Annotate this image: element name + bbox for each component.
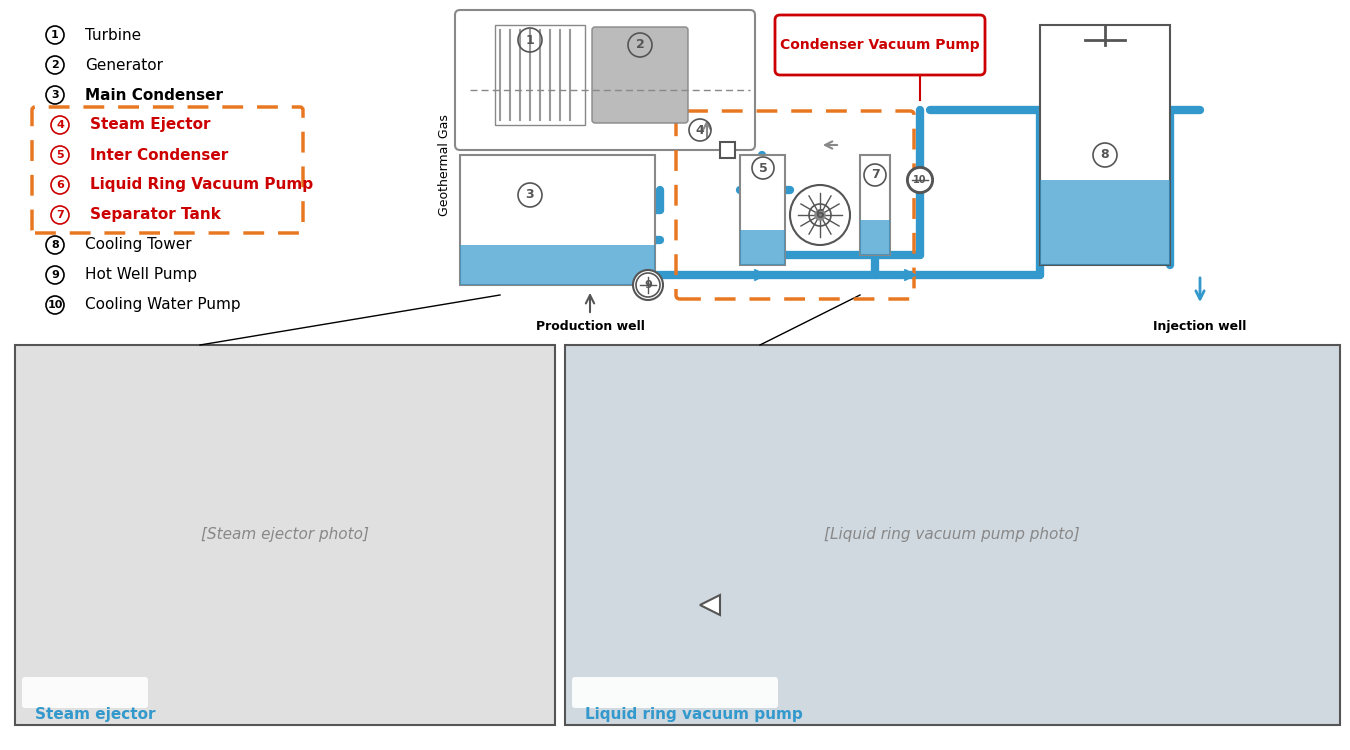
Text: 4: 4 <box>57 120 63 130</box>
Bar <box>495 25 585 125</box>
Circle shape <box>907 167 933 193</box>
Bar <box>720 142 734 158</box>
Bar <box>15 345 555 725</box>
Bar <box>740 230 784 265</box>
Text: Cooling Tower: Cooling Tower <box>85 238 192 253</box>
Text: 9: 9 <box>644 280 652 290</box>
Bar <box>1040 25 1170 265</box>
Text: [Liquid ring vacuum pump photo]: [Liquid ring vacuum pump photo] <box>824 527 1080 542</box>
Text: 1: 1 <box>51 30 59 40</box>
Text: Steam Ejector: Steam Ejector <box>90 118 211 133</box>
Bar <box>460 155 655 285</box>
Text: Geothermal Gas: Geothermal Gas <box>439 114 451 216</box>
Text: 7: 7 <box>871 169 879 182</box>
Bar <box>860 155 890 255</box>
Text: 8: 8 <box>51 240 59 250</box>
Text: 1: 1 <box>525 34 535 46</box>
FancyBboxPatch shape <box>593 27 688 123</box>
Text: Injection well: Injection well <box>1153 320 1246 333</box>
Text: 6: 6 <box>815 209 825 221</box>
Text: Steam ejector: Steam ejector <box>35 707 155 722</box>
Text: 5: 5 <box>759 161 767 175</box>
Bar <box>860 220 890 255</box>
Text: Separator Tank: Separator Tank <box>90 208 221 223</box>
FancyBboxPatch shape <box>572 677 778 708</box>
Text: Condenser Vacuum Pump: Condenser Vacuum Pump <box>780 38 980 52</box>
Polygon shape <box>701 595 720 615</box>
Text: Hot Well Pump: Hot Well Pump <box>85 268 197 283</box>
Circle shape <box>815 210 825 220</box>
Text: 2: 2 <box>51 60 59 70</box>
Text: 7: 7 <box>57 210 63 220</box>
Text: 3: 3 <box>51 90 59 100</box>
Text: 10: 10 <box>913 175 926 185</box>
Circle shape <box>790 185 850 245</box>
Text: Main Condenser: Main Condenser <box>85 88 223 103</box>
Bar <box>1040 180 1170 265</box>
Text: 8: 8 <box>1100 148 1110 161</box>
Text: 2: 2 <box>636 38 644 52</box>
Text: Turbine: Turbine <box>85 28 142 43</box>
Text: 10: 10 <box>47 300 62 310</box>
FancyBboxPatch shape <box>455 10 755 150</box>
Text: 3: 3 <box>525 188 535 202</box>
FancyBboxPatch shape <box>22 677 148 708</box>
Text: Cooling Water Pump: Cooling Water Pump <box>85 298 240 313</box>
Text: Generator: Generator <box>85 58 163 73</box>
Text: 6: 6 <box>57 180 63 190</box>
Bar <box>460 245 655 285</box>
Text: Liquid ring vacuum pump: Liquid ring vacuum pump <box>585 707 803 722</box>
Text: Production well: Production well <box>536 320 644 333</box>
Bar <box>740 155 784 265</box>
Text: [Steam ejector photo]: [Steam ejector photo] <box>201 527 369 542</box>
FancyBboxPatch shape <box>775 15 986 75</box>
Circle shape <box>633 270 663 300</box>
Text: Inter Condenser: Inter Condenser <box>90 148 228 163</box>
Text: Liquid Ring Vacuum Pump: Liquid Ring Vacuum Pump <box>90 178 313 193</box>
Text: 4: 4 <box>695 124 705 136</box>
Text: 5: 5 <box>57 150 63 160</box>
Text: 9: 9 <box>51 270 59 280</box>
Bar <box>566 345 1341 725</box>
